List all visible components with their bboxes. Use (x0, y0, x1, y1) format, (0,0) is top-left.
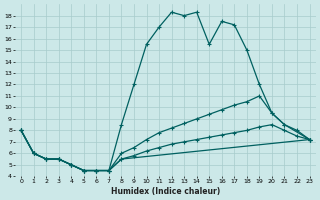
X-axis label: Humidex (Indice chaleur): Humidex (Indice chaleur) (111, 187, 220, 196)
